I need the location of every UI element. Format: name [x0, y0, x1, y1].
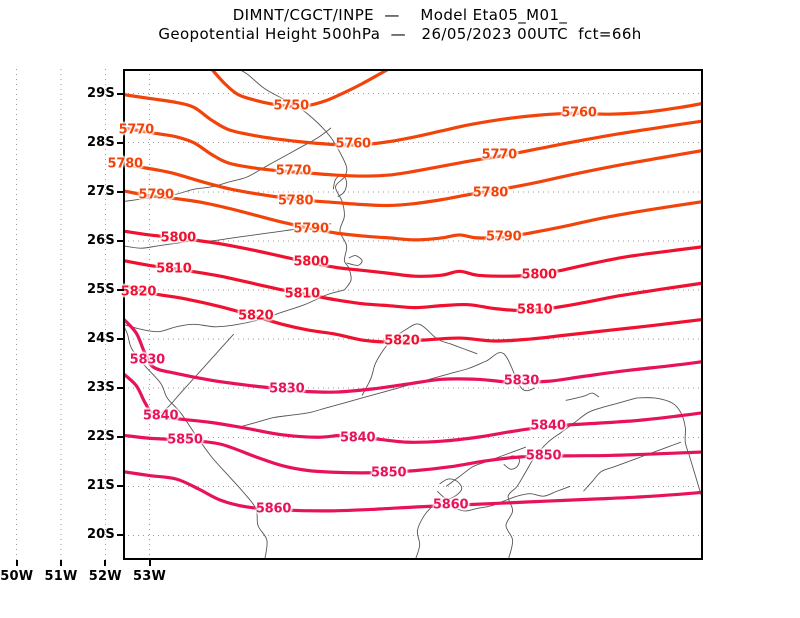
y-axis-tick-mark [117, 436, 124, 439]
contour-label: 5820 [238, 308, 274, 324]
contour-label: 5800 [160, 230, 197, 246]
y-axis-tick-mark [117, 485, 124, 488]
y-axis-tick-mark [117, 534, 124, 537]
contour-label: 5820 [384, 333, 420, 349]
y-axis-tick-label: 24S [86, 331, 115, 347]
contour-label: 5810 [517, 302, 553, 318]
plot-area: 5860 5860 5850 5850 5850 5840 5840 5840 5830 5830… [16, 69, 703, 560]
x-axis-tick-label: 52W [88, 569, 122, 584]
y-axis-tick-mark [117, 338, 124, 341]
y-axis-tick-mark [117, 190, 124, 193]
contour-label: 5750 [273, 98, 310, 114]
contour-label: 5780 [472, 185, 509, 201]
chart-title-block: DIMNT/CGCT/INPE — Model Eta05_M01_ Geopo… [0, 6, 800, 44]
y-axis-tick-label: 29S [86, 85, 115, 101]
contour-label: 5840 [142, 408, 179, 424]
y-axis-tick-mark [117, 239, 124, 242]
x-axis-tick-mark [15, 560, 18, 566]
contour-label: 5790 [486, 229, 522, 245]
y-axis-tick-label: 21S [86, 478, 115, 494]
x-axis-tick-mark [60, 560, 62, 566]
y-axis-tick-label: 26S [86, 232, 115, 248]
x-axis-tick-mark [104, 560, 107, 566]
contour-layer [123, 69, 703, 513]
contour-label: 5850 [370, 465, 407, 481]
x-axis-tick-label: 50W [0, 569, 34, 584]
contour-label: 5770 [118, 122, 155, 138]
x-axis-tick-mark [148, 560, 151, 566]
contour-label: 5760 [561, 105, 597, 121]
contour-label: 5770 [481, 147, 518, 163]
title-line-1: DIMNT/CGCT/INPE — Model Eta05_M01_ [232, 6, 568, 24]
contour-label: 5780 [277, 193, 314, 209]
contour-label: 5800 [293, 254, 329, 270]
y-axis-tick-label: 22S [86, 429, 115, 445]
x-axis-tick-label: 51W [44, 569, 78, 584]
contour-label: 5780 [107, 156, 144, 172]
contour-label: 5840 [339, 430, 376, 446]
contour-label: 5850 [167, 432, 203, 448]
y-axis-tick-label: 27S [86, 183, 115, 199]
contour-label: 5850 [525, 448, 562, 464]
contour-label: 5790 [293, 221, 329, 237]
contour-label: 5860 [432, 497, 469, 513]
y-axis-tick-label: 28S [86, 134, 115, 150]
title-line-2: Geopotential Height 500hPa — 26/05/2023 … [158, 25, 642, 43]
contour-label: 5810 [284, 286, 321, 302]
contour-label: 5800 [521, 267, 557, 283]
y-axis-tick-mark [117, 92, 124, 95]
contour-label: 5860 [255, 501, 292, 517]
y-axis-tick-label: 23S [86, 380, 115, 396]
contour-label: 5810 [156, 261, 192, 277]
plot-frame [123, 69, 703, 560]
contour-label: 5830 [269, 381, 305, 397]
y-axis-tick-mark [117, 141, 124, 144]
y-axis-tick-mark [117, 288, 124, 291]
contour-label: 5830 [503, 373, 540, 389]
contour-label: 5840 [530, 418, 566, 434]
y-axis-tick-label: 25S [86, 281, 115, 297]
contour-label: 5770 [275, 163, 312, 179]
contour-label: 5820 [120, 284, 157, 300]
x-axis-tick-label: 53W [133, 569, 167, 584]
contour-label: 5760 [335, 136, 372, 152]
y-axis-tick-label: 20S [86, 527, 115, 543]
contour-label: 5790 [138, 187, 175, 203]
contour-label: 5830 [129, 352, 166, 368]
y-axis-tick-mark [117, 387, 124, 390]
